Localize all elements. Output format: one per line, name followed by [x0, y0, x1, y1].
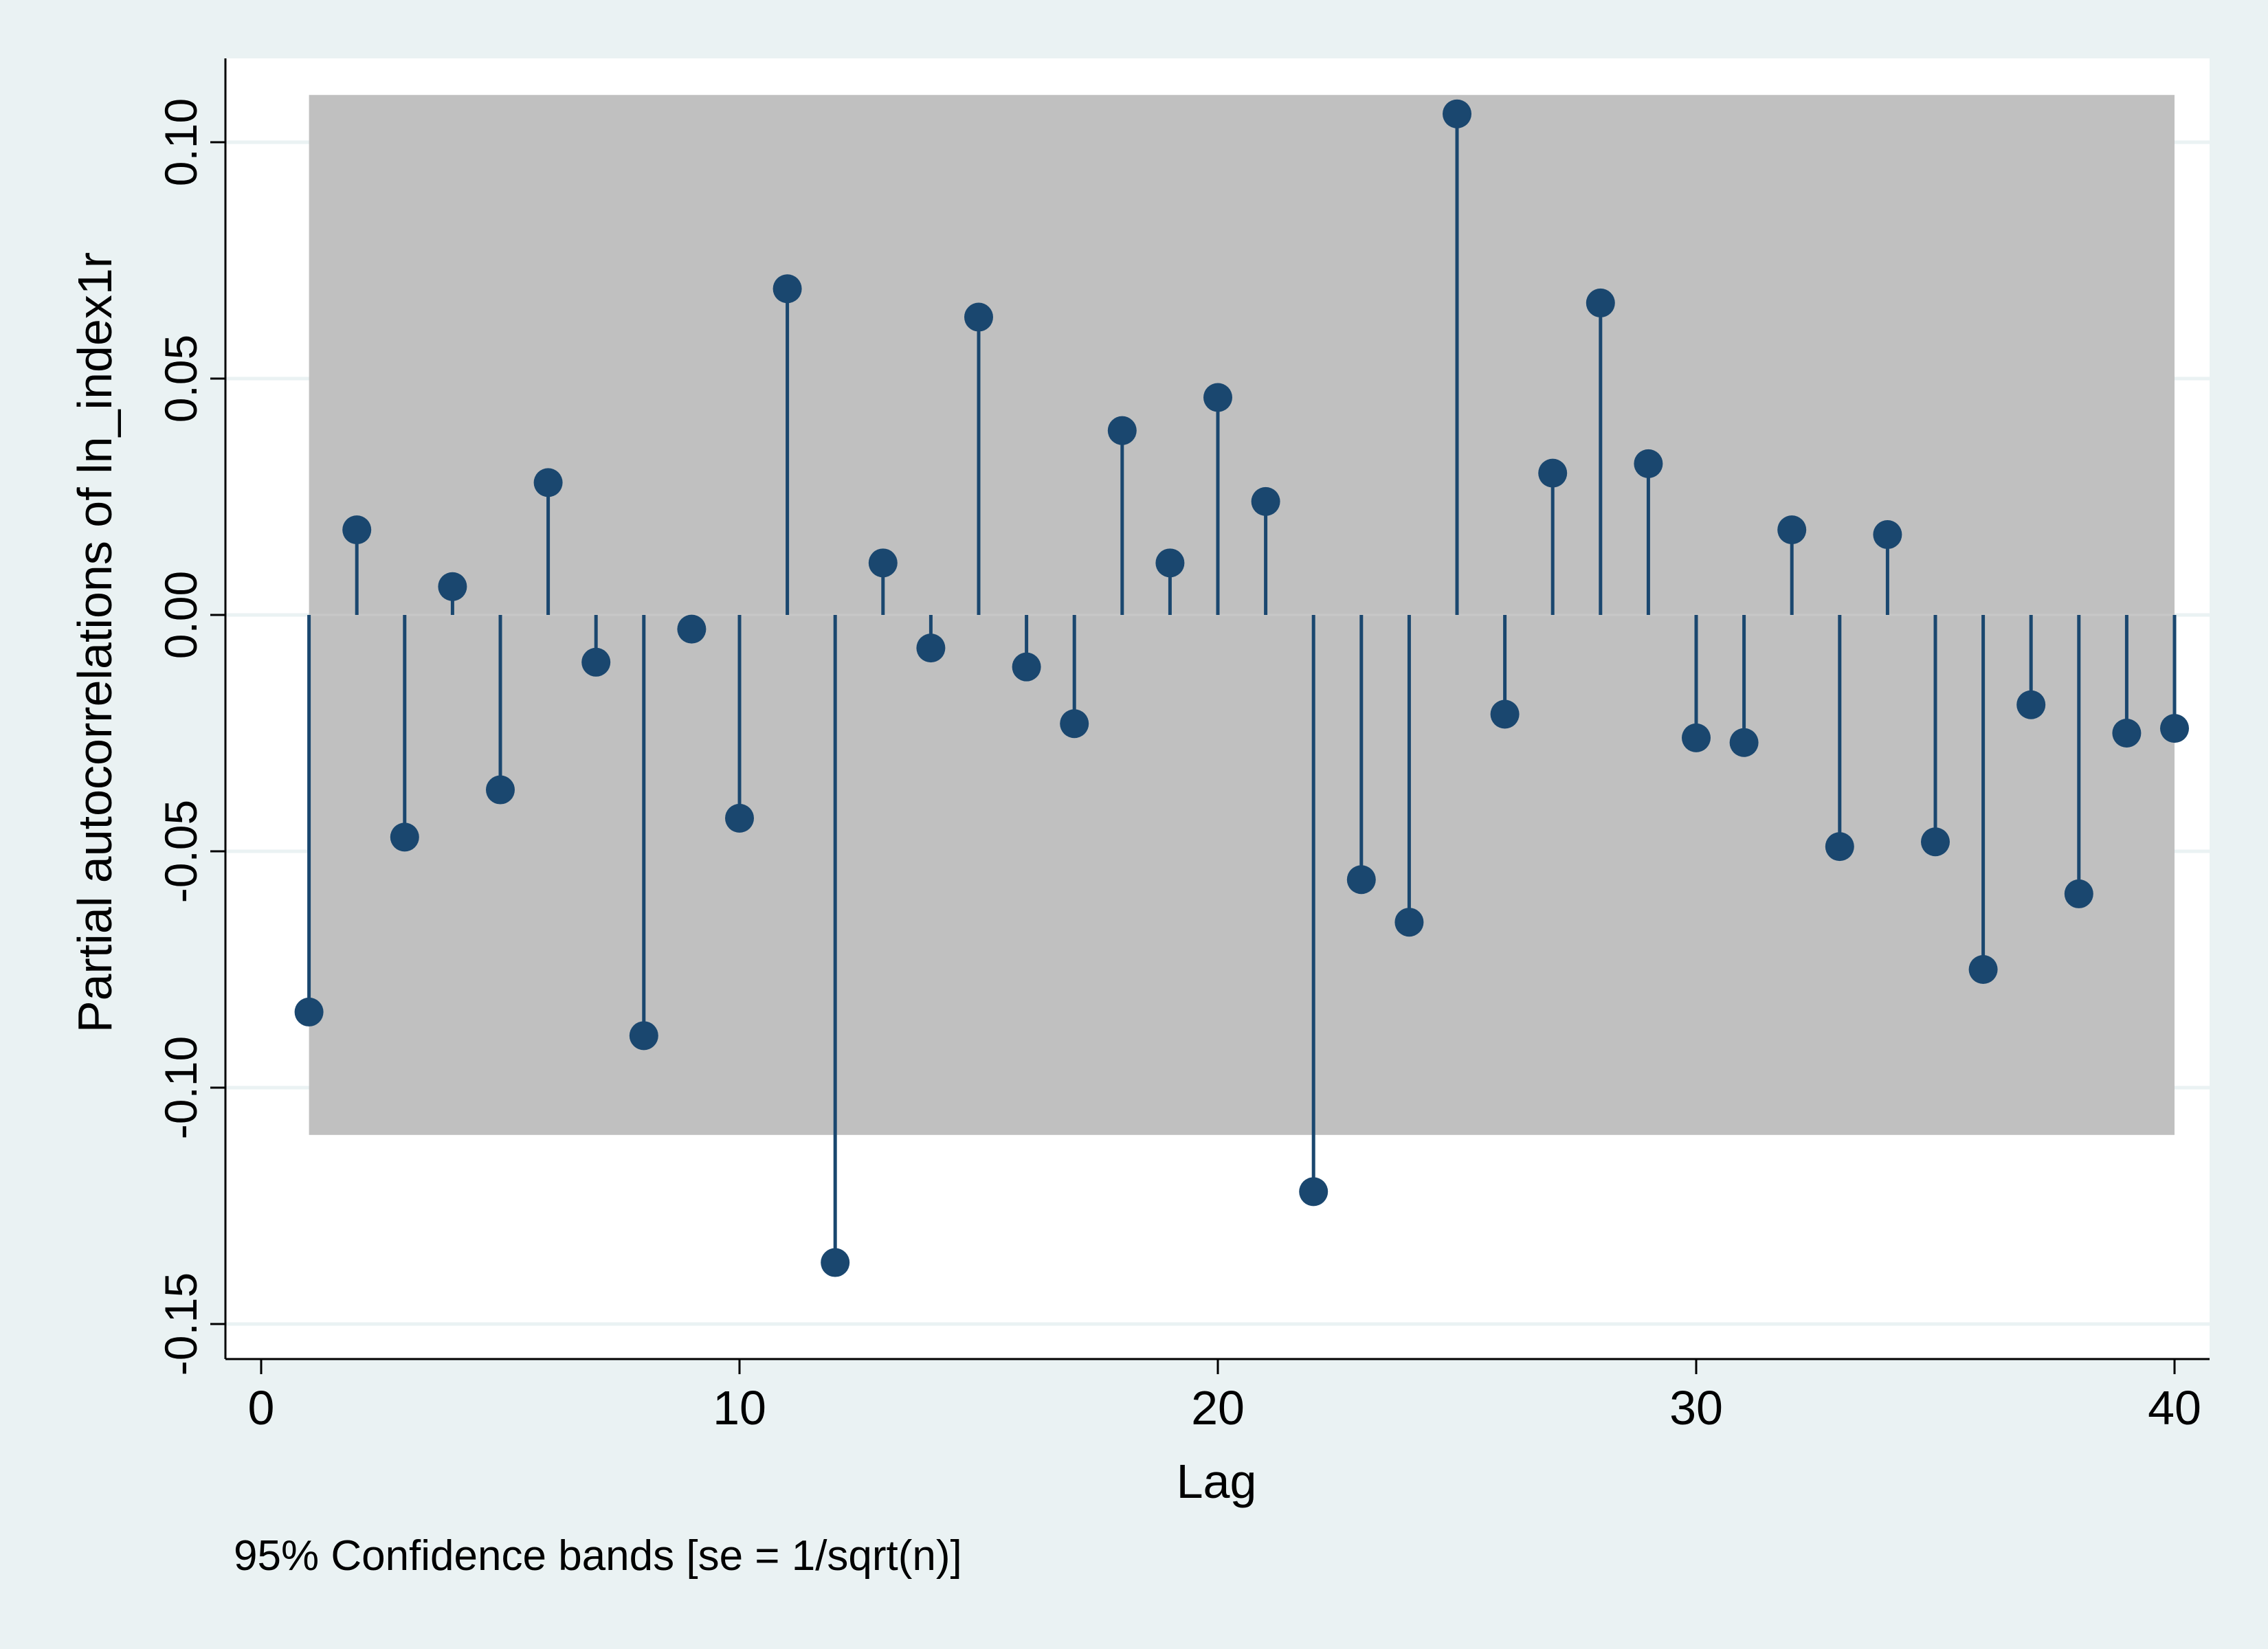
x-tick-label: 30 — [1669, 1381, 1723, 1435]
data-point — [916, 633, 946, 663]
data-point — [1586, 288, 1615, 317]
y-tick-label: 0.00 — [155, 571, 206, 659]
data-point — [2064, 879, 2093, 908]
data-point — [1346, 865, 1376, 895]
y-tick-label: -0.05 — [155, 800, 206, 903]
data-point — [1825, 832, 1854, 862]
data-point — [581, 647, 611, 677]
data-point — [1251, 486, 1280, 516]
data-point — [2112, 719, 2142, 748]
stems — [307, 113, 2177, 1263]
data-point — [1490, 699, 1520, 729]
y-tick-label: 0.10 — [155, 98, 206, 186]
data-point — [629, 1021, 658, 1051]
x-tick-label: 10 — [713, 1381, 766, 1435]
data-point — [294, 997, 324, 1027]
data-point — [1873, 520, 1902, 550]
y-axis-label: Partial autocorrelations of ln_index1r — [68, 252, 122, 1033]
data-point — [1538, 458, 1568, 488]
x-tick-label: 20 — [1191, 1381, 1245, 1435]
data-point — [486, 775, 515, 805]
data-point — [438, 572, 467, 601]
data-point — [390, 822, 419, 852]
data-point — [821, 1248, 850, 1277]
data-point — [964, 302, 993, 332]
chart-note: 95% Confidence bands [se = 1/sqrt(n)] — [234, 1532, 962, 1580]
data-point — [1107, 416, 1137, 445]
data-point — [868, 548, 898, 578]
data-point — [2016, 690, 2046, 719]
data-point — [1012, 652, 1041, 682]
data-point — [342, 515, 372, 545]
data-point — [1299, 1177, 1328, 1207]
x-tick-label: 40 — [2148, 1381, 2201, 1435]
data-point — [1968, 955, 1998, 984]
data-point — [1443, 99, 1471, 128]
data-point — [725, 803, 754, 833]
y-tick-label: 0.05 — [155, 335, 206, 423]
data-point — [1060, 709, 1089, 739]
x-tick-label: 0 — [248, 1381, 275, 1435]
data-point — [677, 614, 707, 644]
x-axis-ticks: 0 10 20 30 40 — [248, 1359, 2201, 1435]
y-axis-ticks: -0.15 -0.10 -0.05 0.00 0.05 0.10 — [155, 98, 225, 1376]
data-point — [2160, 714, 2189, 743]
data-point — [1394, 908, 1424, 937]
data-point — [533, 468, 563, 497]
x-axis-label: Lag — [1177, 1455, 1257, 1508]
data-point — [1634, 449, 1663, 478]
data-point — [1729, 728, 1759, 757]
data-point — [1921, 827, 1950, 857]
y-tick-label: -0.15 — [155, 1272, 206, 1376]
data-point — [1203, 383, 1232, 412]
data-point — [772, 274, 802, 304]
data-point — [1155, 548, 1185, 578]
data-point — [1777, 515, 1807, 545]
data-point — [1682, 723, 1711, 752]
y-tick-label: -0.10 — [155, 1036, 206, 1139]
markers — [294, 99, 2189, 1277]
